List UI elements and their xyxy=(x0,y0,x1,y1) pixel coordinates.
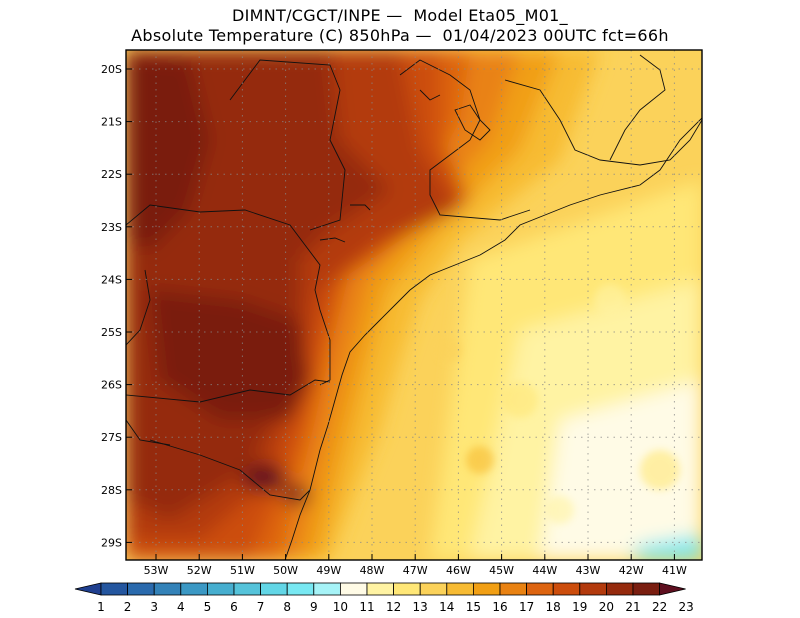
colorbar-min-arrow xyxy=(74,582,102,596)
colorbar-label: 7 xyxy=(257,600,265,614)
title-line-1: DIMNT/CGCT/INPE — Model Eta05_M01_ xyxy=(232,6,568,25)
lon-label: 42W xyxy=(619,564,644,577)
colorbar-swatch xyxy=(446,582,474,596)
colorbar-swatch xyxy=(153,582,182,596)
lat-label: 26S xyxy=(101,379,122,392)
colorbar-swatch xyxy=(472,582,501,596)
colorbar-label: 9 xyxy=(310,600,318,614)
lon-label: 45W xyxy=(489,564,514,577)
lon-label: 46W xyxy=(446,564,471,577)
colorbar-swatch xyxy=(100,582,129,596)
colorbar-label: 6 xyxy=(230,600,238,614)
lon-label: 48W xyxy=(360,564,385,577)
colorbar-swatch xyxy=(180,582,208,596)
colorbar-swatch xyxy=(233,582,262,596)
colorbar-max-arrow xyxy=(659,582,686,596)
colorbar-label: 23 xyxy=(679,600,694,614)
temperature-field xyxy=(126,50,702,560)
colorbar-label: 18 xyxy=(546,600,561,614)
lat-label: 23S xyxy=(101,221,122,234)
map-frame xyxy=(125,49,703,561)
colorbar xyxy=(74,582,686,596)
colorbar-swatch xyxy=(339,582,368,596)
colorbar-label: 8 xyxy=(283,600,291,614)
lon-label: 47W xyxy=(403,564,428,577)
colorbar-swatch xyxy=(206,582,235,596)
colorbar-label: 22 xyxy=(652,600,667,614)
colorbar-label: 19 xyxy=(572,600,587,614)
title-line-2: Absolute Temperature (C) 850hPa — 01/04/… xyxy=(131,26,669,45)
lon-label: 49W xyxy=(316,564,341,577)
colorbar-label: 21 xyxy=(625,600,640,614)
colorbar-label: 20 xyxy=(599,600,614,614)
lat-label: 21S xyxy=(101,116,122,129)
colorbar-swatch xyxy=(632,582,661,596)
lon-label: 50W xyxy=(273,564,298,577)
colorbar-swatch xyxy=(552,582,581,596)
colorbar-label: 16 xyxy=(492,600,507,614)
lat-label: 27S xyxy=(101,431,122,444)
colorbar-label: 17 xyxy=(519,600,534,614)
lat-label: 25S xyxy=(101,326,122,339)
colorbar-swatch xyxy=(526,582,554,596)
lat-label: 24S xyxy=(101,273,122,286)
lon-label: 43W xyxy=(576,564,601,577)
colorbar-swatch xyxy=(260,582,288,596)
lat-label: 28S xyxy=(101,484,122,497)
lon-label: 41W xyxy=(662,564,687,577)
gridlines xyxy=(126,50,702,560)
colorbar-labels: 1 2 3 4 5 6 7 8 9 10 11 12 13 14 15 16 17 18 19 20 21 22 23 xyxy=(97,600,694,614)
colorbar-label: 10 xyxy=(333,600,348,614)
lon-label: 44W xyxy=(532,564,557,577)
colorbar-label: 1 xyxy=(97,600,105,614)
colorbar-swatch xyxy=(606,582,634,596)
colorbar-swatch xyxy=(366,582,395,596)
colorbar-swatch xyxy=(393,582,421,596)
longitude-labels: 53W 52W 51W 50W 49W 48W 47W 46W 45W 44W 43W 42W 41W xyxy=(144,554,687,577)
lon-label: 52W xyxy=(187,564,212,577)
lat-label: 20S xyxy=(101,63,122,76)
lon-label: 53W xyxy=(144,564,169,577)
colorbar-swatch xyxy=(499,582,528,596)
colorbar-label: 3 xyxy=(150,600,158,614)
colorbar-label: 5 xyxy=(204,600,212,614)
latitude-labels: 20S 21S 22S 23S 24S 25S 26S 27S 28S 29S xyxy=(101,63,132,549)
colorbar-label: 13 xyxy=(413,600,428,614)
colorbar-swatch xyxy=(579,582,607,596)
colorbar-label: 2 xyxy=(124,600,132,614)
colorbar-label: 15 xyxy=(466,600,481,614)
colorbar-swatch xyxy=(419,582,448,596)
colorbar-label: 14 xyxy=(439,600,454,614)
colorbar-label: 4 xyxy=(177,600,185,614)
colorbar-swatch xyxy=(127,582,155,596)
colorbar-label: 11 xyxy=(359,600,374,614)
colorbar-swatch xyxy=(286,582,315,596)
colorbar-label: 12 xyxy=(386,600,401,614)
colorbar-swatch xyxy=(313,582,341,596)
lat-label: 29S xyxy=(101,536,122,549)
coastline-borders xyxy=(126,54,702,560)
lon-label: 51W xyxy=(230,564,255,577)
lat-label: 22S xyxy=(101,168,122,181)
